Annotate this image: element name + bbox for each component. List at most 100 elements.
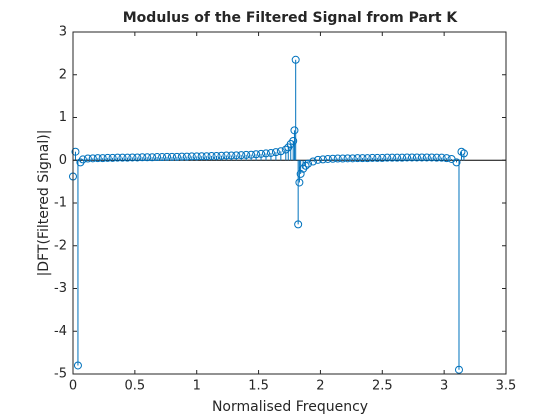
stem-marker — [207, 151, 216, 160]
stem-marker — [192, 152, 201, 161]
stem-marker — [295, 178, 304, 187]
stem-marker — [403, 153, 412, 162]
stem-marker — [432, 153, 441, 162]
x-tick-label: 0.5 — [125, 379, 146, 394]
stem-marker — [108, 153, 117, 162]
stem-marker — [294, 220, 303, 229]
stem-marker — [323, 154, 332, 163]
stem-marker — [289, 137, 298, 146]
stem-marker — [407, 153, 416, 162]
stem-marker — [78, 155, 87, 164]
stem-marker — [133, 153, 142, 162]
y-tick-label: 0 — [59, 153, 67, 168]
stem-marker — [343, 154, 352, 163]
y-tick-label: 3 — [59, 25, 67, 40]
stem-marker — [304, 159, 313, 168]
stem-marker — [422, 153, 431, 162]
stem-marker — [138, 153, 147, 162]
stem-marker — [309, 157, 318, 166]
stem-marker — [153, 153, 162, 162]
stem-marker — [252, 150, 261, 159]
stem-marker — [296, 169, 305, 178]
stem-marker — [237, 151, 246, 160]
stem-marker — [83, 154, 92, 163]
y-tick-label: 1 — [59, 110, 67, 125]
x-tick-label: 2 — [316, 379, 324, 394]
stem-marker — [128, 153, 137, 162]
stem-marker — [301, 161, 310, 170]
axes-box — [72, 31, 507, 375]
stem-marker — [197, 152, 206, 161]
stem-marker — [281, 145, 290, 154]
stem-marker — [338, 154, 347, 163]
stem-marker — [187, 152, 196, 161]
stem-marker — [383, 153, 392, 162]
stem-marker — [318, 155, 327, 164]
stem-marker — [71, 147, 80, 156]
x-tick-label: 1 — [193, 379, 201, 394]
stem-marker — [73, 361, 82, 370]
stem-marker — [276, 147, 285, 156]
stem-marker — [212, 151, 221, 160]
stem-marker — [257, 149, 266, 158]
stem-marker — [167, 152, 176, 161]
stem-marker — [348, 154, 357, 163]
stem-marker — [452, 158, 461, 167]
y-tick-label: -2 — [54, 238, 67, 253]
stem-marker — [373, 153, 382, 162]
stem-marker — [417, 153, 426, 162]
stem-marker — [398, 153, 407, 162]
stem-marker — [182, 152, 191, 161]
x-tick-label: 3.5 — [496, 379, 517, 394]
stem-marker — [222, 151, 231, 160]
stem-marker — [358, 154, 367, 163]
stem-marker — [459, 149, 468, 158]
stem-marker — [368, 153, 377, 162]
stem-marker — [247, 150, 256, 159]
stem-marker — [158, 153, 167, 162]
stem-marker — [353, 154, 362, 163]
stem-marker — [172, 152, 181, 161]
y-tick-label: -1 — [54, 196, 67, 211]
x-tick-label: 3 — [440, 379, 448, 394]
stems — [69, 55, 506, 374]
stem-marker — [271, 148, 280, 157]
stem-marker — [163, 152, 172, 161]
stem-marker — [442, 154, 451, 163]
stem-marker — [123, 153, 132, 162]
stem-marker — [93, 154, 102, 163]
stem-marker — [266, 148, 275, 157]
y-tick-label: -3 — [54, 281, 67, 296]
stem-marker — [378, 153, 387, 162]
y-tick-label: -5 — [54, 367, 67, 382]
stem-marker — [118, 153, 127, 162]
stem-marker — [437, 153, 446, 162]
stem-marker — [427, 153, 436, 162]
plot-area — [73, 32, 506, 374]
stem-marker — [88, 154, 97, 163]
stem-marker — [217, 151, 226, 160]
stem-marker — [103, 153, 112, 162]
stem-marker — [313, 155, 322, 164]
x-axis-label: Normalised Frequency — [212, 399, 368, 415]
stem-marker — [328, 154, 337, 163]
stem-marker — [202, 152, 211, 161]
x-tick-label: 1.5 — [248, 379, 269, 394]
stem-marker — [290, 126, 299, 135]
stem-marker — [457, 147, 466, 156]
stem-marker — [242, 150, 251, 159]
stem-marker — [363, 154, 372, 163]
chart-title: Modulus of the Filtered Signal from Part… — [123, 10, 459, 26]
y-tick-label: 2 — [59, 67, 67, 82]
stem-marker — [98, 154, 107, 163]
stem-marker — [393, 153, 402, 162]
stem-marker — [261, 149, 270, 158]
y-tick-label: -4 — [54, 324, 67, 339]
stem-marker — [454, 365, 463, 374]
stem-marker — [113, 153, 122, 162]
y-axis-label: |DFT(Filtered Signal)| — [36, 130, 52, 277]
stem-marker — [232, 151, 241, 160]
stem-marker — [412, 153, 421, 162]
